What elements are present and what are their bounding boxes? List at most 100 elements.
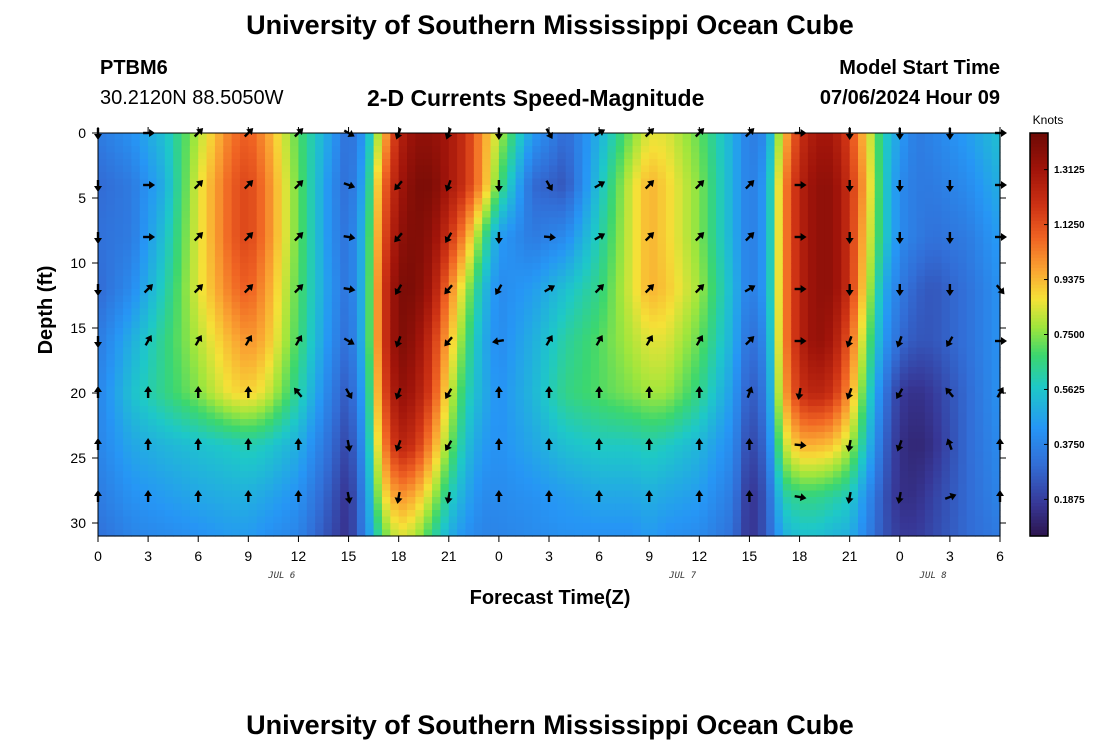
heatmap-cell [156,211,166,219]
heatmap-cell [707,198,717,206]
heatmap-cell [198,523,208,531]
heatmap-cell [381,237,391,245]
heatmap-cell [741,510,751,518]
heatmap-cell [599,315,609,323]
heatmap-cell [607,250,617,258]
heatmap-cell [582,159,592,167]
heatmap-cell [457,321,467,329]
heatmap-cell [590,529,600,537]
heatmap-cell [239,152,249,160]
heatmap-cell [139,464,149,472]
heatmap-cell [106,373,116,381]
heatmap-cell [540,263,550,271]
heatmap-cell [590,373,600,381]
heatmap-cell [281,269,291,277]
heatmap-cell [482,269,492,277]
heatmap-cell [331,432,341,440]
heatmap-cell [615,477,625,485]
heatmap-cell [365,133,375,141]
heatmap-cell [123,243,133,251]
heatmap-cell [239,308,249,316]
speed-magnitude-chart: 0 3 6 9 12 15 18 21 0 3 6 9 12 15 18 21 0 3 6051015202530J… [35,113,1085,609]
heatmap-cell [507,464,517,472]
heatmap-cell [482,341,492,349]
heatmap-cell [732,315,742,323]
heatmap-cell [206,172,216,180]
heatmap-cell [106,464,116,472]
heatmap-cell [757,165,767,173]
heatmap-cell [498,308,508,316]
heatmap-cell [131,198,141,206]
heatmap-cell [515,185,525,193]
heatmap-cell [724,139,734,147]
heatmap-cell [315,360,325,368]
heatmap-cell [407,191,416,199]
heatmap-cell [574,406,584,414]
heatmap-cell [549,146,558,154]
heatmap-cell [114,471,124,479]
heatmap-cell [390,211,400,219]
heatmap-cell [231,438,241,446]
heatmap-cell [415,497,425,505]
heatmap-cell [690,354,700,362]
heatmap-cell [457,139,467,147]
heatmap-cell [164,438,174,446]
heatmap-cell [574,204,584,212]
heatmap-cell [239,464,249,472]
heatmap-cell [741,256,751,264]
heatmap-cell [114,438,124,446]
heatmap-cell [315,237,325,245]
heatmap-cell [549,367,558,375]
heatmap-cell [98,276,107,284]
heatmap-cell [523,464,533,472]
heatmap-cell [407,510,416,518]
heatmap-cell [665,302,675,310]
heatmap-cell [139,360,149,368]
heatmap-cell [640,484,650,492]
heatmap-cell [381,198,391,206]
heatmap-cell [156,146,166,154]
heatmap-cell [306,152,316,160]
heatmap-cell [206,191,216,199]
heatmap-cell [340,217,350,225]
heatmap-cell [189,308,199,316]
heatmap-cell [690,412,700,420]
heatmap-cell [540,445,550,453]
heatmap-cell [198,159,208,167]
heatmap-cell [198,139,208,147]
heatmap-cell [448,250,458,258]
heatmap-cell [540,432,550,440]
heatmap-cell [331,269,341,277]
heatmap-cell [214,406,224,414]
heatmap-cell [356,250,366,258]
heatmap-cell [690,302,700,310]
heatmap-cell [323,354,333,362]
heatmap-cell [356,224,366,232]
heatmap-cell [498,185,508,193]
heatmap-cell [214,198,224,206]
heatmap-cell [699,139,709,147]
heatmap-cell [590,334,600,342]
heatmap-cell [223,419,233,427]
heatmap-cell [749,256,759,264]
heatmap-cell [599,425,609,433]
heatmap-cell [741,360,751,368]
heatmap-cell [365,406,375,414]
heatmap-cell [624,198,634,206]
heatmap-cell [607,198,617,206]
heatmap-cell [757,432,767,440]
heatmap-cell [206,354,216,362]
heatmap-cell [507,380,517,388]
heatmap-cell [465,191,475,199]
heatmap-cell [306,315,316,323]
heatmap-cell [682,503,692,511]
heatmap-cell [640,276,650,284]
heatmap-cell [265,399,274,407]
heatmap-cell [607,451,617,459]
heatmap-cell [599,373,609,381]
heatmap-cell [674,347,684,355]
heatmap-cell [657,367,667,375]
heatmap-cell [164,230,174,238]
heatmap-cell [114,529,124,537]
heatmap-cell [473,503,483,511]
